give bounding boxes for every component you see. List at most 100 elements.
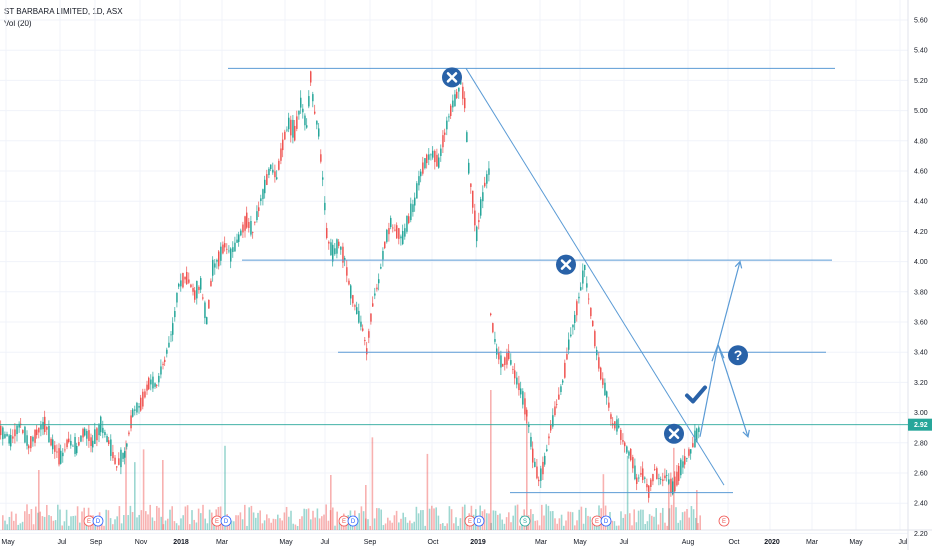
candle-body <box>378 279 380 284</box>
candle-body <box>14 429 16 437</box>
volume-bar <box>109 518 112 530</box>
time-axis-label: Jul <box>620 539 629 546</box>
price-axis-label: 3.40 <box>914 350 928 357</box>
candle-body <box>510 360 512 365</box>
volume-bar <box>695 517 697 530</box>
volume-bar <box>200 513 202 530</box>
event-label: E <box>468 519 472 525</box>
candle-body <box>318 128 320 137</box>
volume-bar <box>558 518 561 530</box>
candle-body <box>616 419 618 432</box>
volume-bar <box>296 525 299 530</box>
candle-body <box>676 471 678 486</box>
candle-body <box>452 100 454 108</box>
candle-body <box>32 437 34 442</box>
candle-body <box>684 456 686 465</box>
volume-bar <box>380 509 382 530</box>
volume-bar <box>299 518 301 530</box>
candle-body <box>154 383 156 387</box>
candle-body <box>668 479 670 484</box>
volume-bar <box>532 514 534 530</box>
candle-body <box>8 435 10 444</box>
candle-body <box>304 115 306 126</box>
candle-body <box>644 477 646 479</box>
candle-body <box>502 363 504 367</box>
candle-body <box>80 435 82 442</box>
volume-bar <box>158 507 160 530</box>
volume-bar <box>189 524 191 530</box>
volume-bar <box>72 515 74 530</box>
candle-body <box>680 459 682 476</box>
candle-body <box>46 427 48 430</box>
volume-bar <box>338 521 341 530</box>
candle-body <box>652 474 654 482</box>
time-axis-label: Sep <box>90 539 103 546</box>
candle-body <box>128 432 130 435</box>
candle-body <box>146 384 148 391</box>
event-D <box>473 515 485 527</box>
candle-body <box>294 125 296 141</box>
volume-bar <box>607 525 609 530</box>
volume-bar <box>549 511 552 530</box>
candle-body <box>274 171 276 178</box>
volume-bar <box>673 447 675 530</box>
volume-bar <box>415 506 418 530</box>
volume-bar <box>76 506 79 530</box>
candle-body <box>410 203 412 221</box>
volume-bar <box>186 505 189 530</box>
candle-body <box>112 452 114 459</box>
candle-body <box>206 317 208 325</box>
volume-bar <box>195 522 198 530</box>
price-axis-label: 4.40 <box>914 199 928 206</box>
volume-bar <box>294 524 297 530</box>
volume-bar <box>494 510 497 530</box>
volume-bar <box>679 520 682 530</box>
candle-body <box>534 461 536 467</box>
volume-bar <box>244 504 246 530</box>
candle-body <box>122 452 124 459</box>
candle-body <box>186 271 188 285</box>
volume-bar <box>239 512 242 530</box>
chart-legend: ST BARBARA LIMITED, 1D, ASX Vol (20) <box>4 6 123 30</box>
candle-body <box>244 216 246 231</box>
volume-bar <box>4 520 6 530</box>
volume-bar <box>585 507 587 530</box>
volume-bar <box>290 510 292 530</box>
candle-body <box>574 314 576 323</box>
volume-bar <box>340 525 343 530</box>
candle-body <box>278 160 280 170</box>
volume-bar <box>114 519 116 530</box>
candle-body <box>544 455 546 465</box>
volume-bar <box>571 512 574 530</box>
candle-body <box>290 119 292 136</box>
volume-bar <box>140 510 143 530</box>
event-E <box>718 515 730 527</box>
volume-bar <box>362 511 365 530</box>
trendline <box>465 68 725 486</box>
volume-bar <box>455 517 457 530</box>
candle-body <box>116 466 118 468</box>
volume-bar <box>556 523 558 530</box>
candle-body <box>530 436 532 447</box>
candle-body <box>134 409 136 411</box>
candle-body <box>586 283 588 288</box>
candle-body <box>364 339 366 341</box>
candle-body <box>506 352 508 365</box>
candle-body <box>450 105 452 117</box>
candle-body <box>68 438 70 443</box>
volume-bar <box>670 504 673 530</box>
volume-bar <box>303 508 305 530</box>
candle-body <box>176 292 178 303</box>
candle-body <box>376 287 378 290</box>
volume-bar <box>120 523 123 530</box>
price-axis-label: 5.40 <box>914 48 928 55</box>
candle-body <box>156 385 158 386</box>
candle-body <box>42 421 44 430</box>
volume-bar <box>662 507 664 530</box>
volume-bar <box>325 504 327 530</box>
volume-bar <box>74 515 77 530</box>
volume-bar <box>224 445 226 530</box>
candle-body <box>214 263 216 268</box>
volume-bar <box>690 506 693 530</box>
